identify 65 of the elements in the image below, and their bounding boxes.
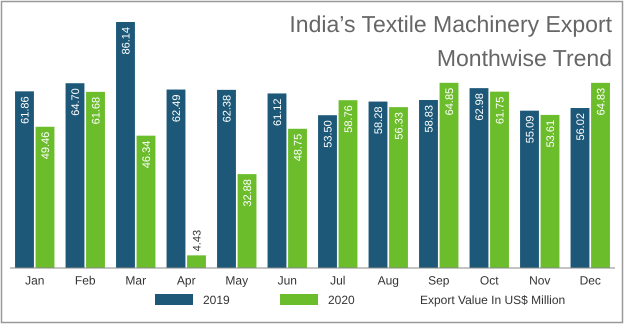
bar — [318, 115, 337, 268]
data-label: 64.83 — [596, 88, 608, 116]
data-label: 61.86 — [19, 96, 32, 124]
data-label: 62.98 — [474, 93, 486, 121]
data-label: 56.33 — [394, 112, 406, 140]
data-label: 4.43 — [192, 230, 204, 252]
x-tick-label: Nov — [529, 274, 550, 288]
bar — [116, 22, 135, 268]
bar — [440, 82, 458, 268]
data-label: 48.75 — [292, 134, 305, 162]
data-label: 86.14 — [120, 27, 132, 55]
bar — [419, 100, 438, 268]
text: Monthwise Trend — [436, 45, 612, 71]
bar — [238, 174, 256, 268]
data-label: 58.76 — [343, 105, 356, 133]
bar — [389, 107, 408, 268]
x-tick-label: Mar — [125, 274, 146, 288]
x-tick-label: Oct — [480, 274, 500, 288]
chart-title: India’s Textile Machinery Export — [289, 11, 613, 37]
data-label: 55.09 — [524, 116, 536, 144]
data-label: 62.38 — [221, 94, 234, 122]
data-label: 56.02 — [574, 113, 587, 141]
data-label: 62.49 — [170, 94, 183, 122]
legend-label: 2020 — [328, 293, 356, 307]
bar — [368, 102, 388, 268]
data-label: 53.50 — [322, 120, 334, 148]
bar — [540, 114, 560, 268]
data-label: 53.61 — [545, 120, 558, 148]
bar — [591, 82, 610, 268]
data-label: 61.12 — [272, 98, 284, 126]
bar — [217, 90, 236, 268]
data-label: 46.34 — [141, 140, 154, 168]
data-label: 61.75 — [494, 96, 507, 124]
bar — [187, 255, 206, 268]
bar — [338, 100, 358, 268]
x-tick-label: Jul — [330, 274, 346, 288]
bar — [470, 88, 488, 268]
bar — [86, 92, 105, 268]
x-tick-label: May — [225, 274, 248, 288]
data-label: 58.83 — [423, 104, 436, 133]
x-tick-label: Jan — [25, 274, 44, 288]
data-label: 64.70 — [70, 88, 82, 116]
bar — [136, 136, 156, 268]
bar — [66, 83, 84, 268]
x-tick-label: Jun — [278, 274, 297, 288]
data-label: 32.88 — [242, 179, 254, 207]
data-label: 61.68 — [90, 96, 103, 124]
bar — [268, 93, 286, 268]
bar — [166, 90, 186, 268]
x-tick-label: Aug — [378, 274, 399, 288]
bar — [15, 91, 34, 268]
bar — [288, 128, 307, 268]
x-tick-label: Dec — [580, 274, 601, 288]
legend-label: 2019 — [203, 293, 230, 307]
data-label: 49.46 — [40, 132, 52, 160]
text: Export Value In US$ Million — [420, 293, 566, 307]
x-tick-label: Sep — [428, 274, 450, 288]
bar — [570, 108, 590, 268]
bar — [520, 110, 539, 268]
x-tick-label: Apr — [176, 274, 196, 288]
x-tick-label: Feb — [74, 274, 96, 288]
bar — [36, 126, 54, 268]
bar — [490, 92, 509, 268]
data-label: 58.28 — [372, 106, 385, 134]
data-label: 64.85 — [444, 88, 456, 116]
